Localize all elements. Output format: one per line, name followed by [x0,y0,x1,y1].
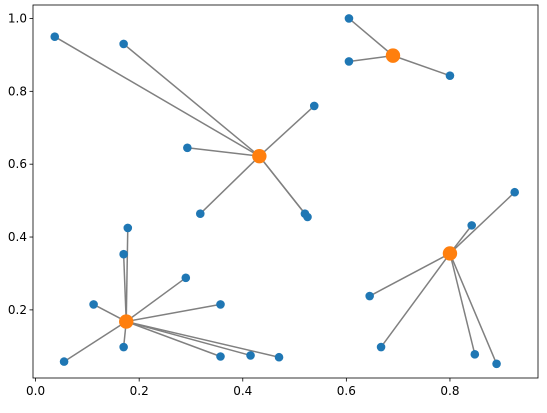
data-point-c3-p0 [510,187,519,197]
x-tick-label-4: 0.8 [440,384,459,398]
x-tick-label-1: 0.2 [130,384,149,398]
data-point-c3-p2 [365,291,374,301]
link-line-c2-p8 [126,320,280,358]
link-line-c1-p0 [348,17,394,57]
link-line-c2-p0 [125,227,129,322]
data-points [50,14,519,369]
x-axis: 0.0 0.2 0.4 0.6 0.8 [26,378,459,398]
x-tick-label-3: 0.6 [337,384,356,398]
data-point-c2-p1 [119,249,128,259]
data-point-c0-p0 [50,32,60,41]
link-line-c0-p6 [258,155,309,218]
link-line-c3-p4 [449,253,476,355]
data-point-c2-p4 [216,300,225,309]
data-point-c3-p5 [492,359,501,369]
cluster-center-3 [442,246,458,261]
link-line-c0-p0 [54,36,260,157]
data-point-c3-p3 [376,342,386,352]
y-tick-label-0: 0.2 [8,303,27,317]
link-line-c0-p2 [258,105,315,157]
link-line-c2-p7 [126,320,251,357]
y-tick-label-4: 1.0 [8,11,27,25]
link-line-c3-p5 [449,253,498,365]
link-line-c3-p2 [369,252,451,297]
data-point-c0-p1 [119,39,128,49]
y-tick-label-1: 0.4 [8,230,27,244]
data-point-c1-p1 [344,57,354,66]
link-line-c2-p9 [63,320,127,363]
data-point-c0-p6 [303,212,312,222]
cluster-center-0 [252,148,267,164]
data-point-c0-p2 [309,101,319,111]
cluster-center-1 [385,48,401,63]
data-point-c2-p7 [246,351,255,360]
link-line-c2-p6 [125,320,221,358]
data-point-c2-p9 [59,357,69,366]
link-line-c0-p3 [187,147,260,157]
link-line-c1-p2 [392,54,451,77]
data-point-c2-p6 [216,352,225,361]
data-point-c0-p4 [195,209,205,219]
y-tick-label-2: 0.6 [8,157,27,171]
plot-frame [32,4,539,379]
cluster-center-2 [119,314,134,329]
data-point-c2-p2 [181,273,191,283]
link-line-c3-p3 [380,252,451,348]
cluster-centers [119,48,458,329]
data-point-c2-p0 [123,223,133,233]
link-line-c0-p1 [123,43,260,157]
x-tick-label-0: 0.0 [26,384,45,398]
data-point-c2-p3 [89,300,98,309]
link-line-c3-p0 [449,191,516,254]
data-point-c3-p1 [467,221,477,230]
link-line-c2-p2 [125,277,187,323]
y-tick-label-3: 0.8 [8,84,27,98]
data-point-c2-p8 [274,352,284,362]
link-line-c0-p4 [199,155,260,215]
data-point-c3-p4 [470,350,480,359]
link-line-c1-p1 [348,54,394,63]
data-point-c1-p2 [445,71,455,80]
y-axis: 0.2 0.4 0.6 0.8 1.0 [8,11,33,317]
link-line-c2-p4 [126,303,221,323]
cluster-links [54,17,516,365]
data-point-c2-p5 [119,342,128,352]
data-point-c0-p3 [183,143,192,153]
data-point-c1-p0 [344,14,354,23]
link-line-c2-p1 [122,254,127,322]
x-tick-label-2: 0.4 [233,384,252,398]
